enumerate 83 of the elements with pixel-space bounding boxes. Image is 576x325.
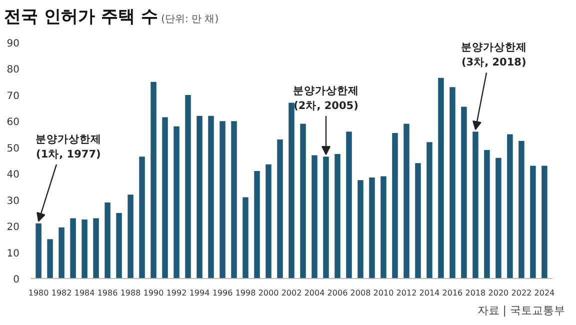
bar	[334, 154, 340, 278]
bar	[300, 124, 306, 278]
x-tick-label: 1984	[74, 288, 95, 298]
bar	[450, 87, 456, 278]
x-tick-label: 2012	[396, 288, 417, 298]
bar	[47, 239, 53, 278]
bar	[220, 121, 226, 278]
bar	[288, 102, 294, 278]
y-tick-label: 60	[6, 117, 20, 128]
bar	[104, 202, 110, 278]
bar	[266, 164, 272, 278]
bar	[472, 132, 478, 278]
bar	[415, 163, 421, 278]
bar	[323, 156, 329, 278]
bar	[139, 156, 145, 278]
x-tick-label: 2020	[488, 288, 509, 298]
y-tick-label: 30	[6, 196, 20, 207]
y-tick-label: 70	[6, 90, 20, 102]
x-tick-label: 1990	[143, 288, 164, 298]
y-tick-label: 80	[6, 64, 20, 76]
bar	[150, 82, 156, 278]
x-tick-label: 1988	[120, 288, 141, 298]
x-tick-label: 1994	[189, 288, 210, 298]
y-tick-label: 90	[6, 38, 20, 50]
bar	[128, 194, 134, 278]
bar	[312, 155, 318, 278]
y-tick-label: 50	[6, 143, 20, 154]
annotation: 분양가상한제 (1차, 1977)	[35, 134, 102, 160]
bar	[404, 124, 410, 278]
x-tick-label: 1998	[235, 288, 256, 298]
bar	[369, 178, 375, 278]
bar	[461, 106, 467, 278]
bar	[116, 212, 122, 278]
x-tick-label: 1986	[97, 288, 118, 298]
bar	[507, 134, 513, 278]
x-tick-label: 2006	[327, 288, 348, 298]
y-tick-label: 0	[13, 274, 20, 286]
bar	[82, 220, 88, 278]
x-tick-label: 2014	[419, 288, 440, 298]
bar	[162, 117, 168, 278]
x-tick-label: 2024	[534, 288, 555, 298]
x-tick-label: 2000	[258, 288, 279, 298]
bar	[231, 121, 237, 278]
chart-title: 전국 인허가 주택 수	[4, 7, 158, 27]
bar	[277, 140, 283, 278]
bar	[530, 166, 536, 278]
bar	[380, 176, 386, 278]
x-tick-label: 2016	[442, 288, 463, 298]
x-tick-label: 2008	[350, 288, 371, 298]
bar	[392, 132, 398, 278]
x-tick-label: 1982	[51, 288, 72, 298]
x-tick-label: 2010	[373, 288, 394, 298]
bar	[70, 218, 76, 278]
bar	[174, 126, 180, 278]
x-tick-label: 2002	[281, 288, 302, 298]
y-tick-label: 20	[6, 222, 20, 234]
x-tick-label: 2004	[304, 288, 325, 298]
x-tick-label: 1980	[28, 288, 49, 298]
bar	[196, 116, 202, 278]
bar	[93, 218, 99, 278]
bar	[426, 142, 432, 278]
y-tick-label: 40	[6, 170, 20, 181]
x-tick-label: 1996	[212, 288, 233, 298]
bar	[242, 197, 248, 278]
bar	[542, 166, 548, 278]
bar	[496, 158, 502, 278]
bar	[438, 78, 444, 278]
bar	[518, 140, 524, 278]
chart-subtitle: (단위: 만 채)	[161, 14, 219, 25]
annotation: 분양가상한제 (3차, 2018)	[460, 42, 527, 69]
annotation: 분양가상한제 (2차, 2005)	[292, 84, 359, 112]
bar	[484, 150, 490, 278]
bar	[346, 132, 352, 278]
bar	[358, 180, 364, 278]
x-tick-label: 1992	[166, 288, 187, 298]
text: 자료 | 국토교통부	[477, 303, 565, 319]
x-tick-label: 2022	[511, 288, 532, 298]
bar	[254, 170, 260, 278]
x-tick-label: 2018	[465, 288, 486, 298]
y-tick-label: 10	[6, 248, 20, 260]
bar	[208, 116, 214, 278]
bar	[58, 227, 64, 278]
bar	[185, 94, 191, 278]
